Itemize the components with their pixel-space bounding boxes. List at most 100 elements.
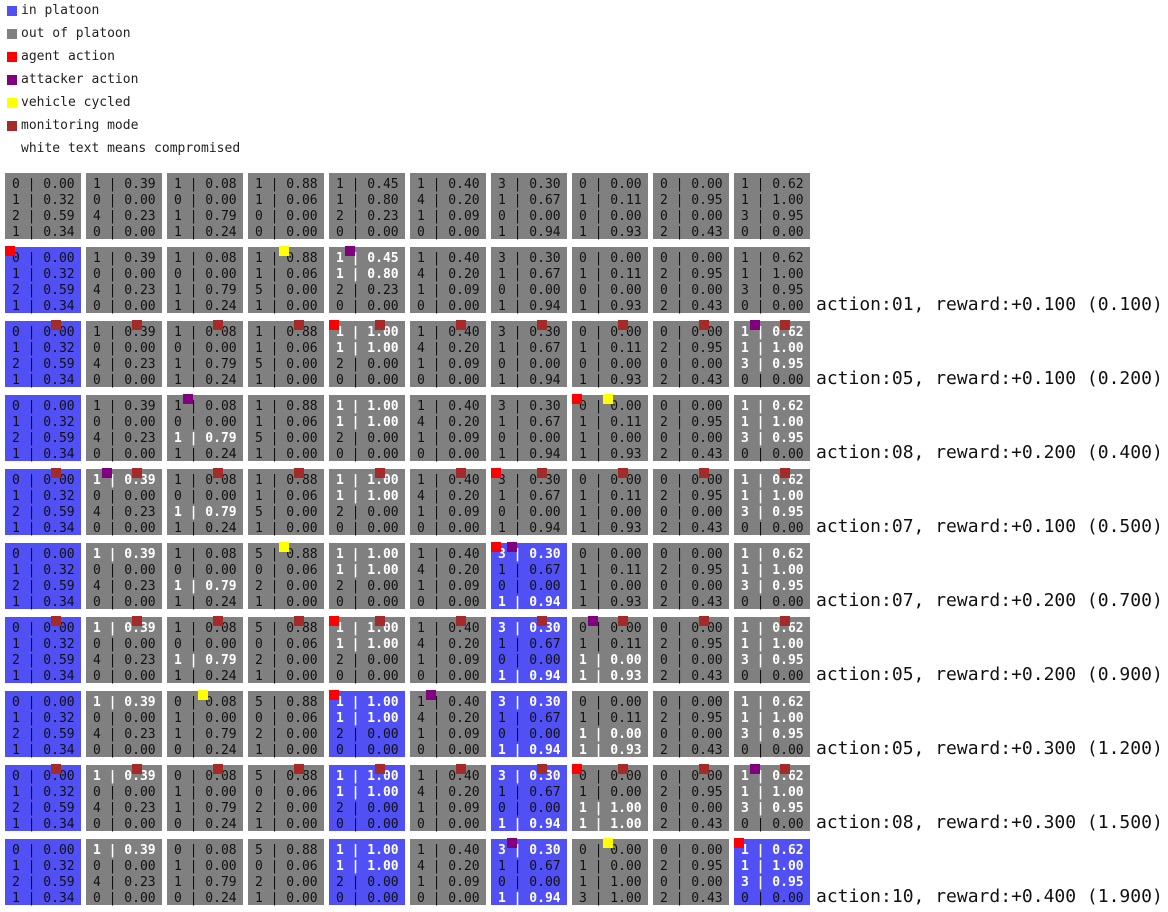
vehicle-line: 0 | 0.00 xyxy=(93,299,156,314)
vehicle-line: 3 | 0.30 xyxy=(498,547,561,562)
event-marker xyxy=(456,764,466,774)
vehicle-cell: 5 | 0.88 0 | 0.06 2 | 0.00 1 | 0.00 xyxy=(248,839,324,906)
vehicle-line: 0 | 0.00 xyxy=(579,399,642,414)
legend-label: vehicle cycled xyxy=(21,95,131,110)
vehicle-cell: 0 | 0.08 1 | 0.00 1 | 0.79 0 | 0.24 xyxy=(167,690,243,758)
vehicle-line: 0 | 0.00 xyxy=(12,843,75,858)
vehicle-line: 0 | 0.00 xyxy=(93,669,156,684)
vehicle-line: 0 | 0.00 xyxy=(93,267,156,282)
vehicle-line: 1 | 0.94 xyxy=(498,669,561,684)
vehicle-line: 1 | 0.00 xyxy=(255,373,318,388)
vehicle-line: 0 | 0.00 xyxy=(255,225,318,240)
event-marker xyxy=(491,468,501,478)
vehicle-line: 0 | 0.00 xyxy=(93,711,156,726)
vehicle-line: 1 | 0.67 xyxy=(498,859,561,874)
event-marker xyxy=(279,246,289,256)
vehicle-line: 2 | 0.95 xyxy=(660,711,723,726)
vehicle-line: 1 | 0.34 xyxy=(12,891,75,906)
vehicle-cell: 3 | 0.30 1 | 0.67 0 | 0.00 1 | 0.94 xyxy=(491,173,567,240)
vehicle-line: 1 | 1.00 xyxy=(336,325,399,340)
vehicle-line: 1 | 0.79 xyxy=(174,431,237,446)
vehicle-line: 2 | 0.43 xyxy=(660,299,723,314)
vehicle-line: 5 | 0.00 xyxy=(255,357,318,372)
event-marker xyxy=(572,764,582,774)
vehicle-line: 4 | 0.20 xyxy=(417,341,480,356)
vehicle-line: 0 | 0.00 xyxy=(660,875,723,890)
vehicle-line: 2 | 0.59 xyxy=(12,505,75,520)
vehicle-line: 0 | 0.00 xyxy=(741,299,804,314)
vehicle-line: 1 | 0.67 xyxy=(498,415,561,430)
vehicle-cell: 1 | 1.00 1 | 1.00 2 | 0.00 0 | 0.00 xyxy=(329,616,405,684)
vehicle-line: 1 | 0.34 xyxy=(12,299,75,314)
vehicle-line: 3 | 0.95 xyxy=(741,283,804,298)
event-marker xyxy=(699,764,709,774)
vehicle-line: 1 | 0.40 xyxy=(417,177,480,192)
vehicle-line: 1 | 0.62 xyxy=(741,621,804,636)
vehicle-cell: 5 | 0.88 0 | 0.06 2 | 0.00 1 | 0.00 xyxy=(248,691,324,758)
legend-swatch xyxy=(7,121,17,131)
vehicle-line: 1 | 0.34 xyxy=(12,373,75,388)
vehicle-cell: 0 | 0.08 1 | 0.00 1 | 0.79 0 | 0.24 xyxy=(167,839,243,906)
vehicle-cell: 0 | 0.00 1 | 0.11 1 | 0.00 1 | 0.93 xyxy=(572,691,648,758)
vehicle-line: 2 | 0.43 xyxy=(660,891,723,906)
vehicle-line: 0 | 0.00 xyxy=(660,653,723,668)
vehicle-line: 4 | 0.23 xyxy=(93,801,156,816)
event-marker xyxy=(537,468,547,478)
vehicle-line: 1 | 0.94 xyxy=(498,743,561,758)
vehicle-line: 3 | 0.95 xyxy=(741,727,804,742)
event-marker xyxy=(537,616,547,626)
vehicle-cell: 0 | 0.00 2 | 0.95 0 | 0.00 2 | 0.43 xyxy=(653,395,729,462)
vehicle-line: 1 | 0.94 xyxy=(498,817,561,832)
vehicle-line: 3 | 0.30 xyxy=(498,251,561,266)
vehicle-cell: 1 | 0.62 1 | 1.00 3 | 0.95 0 | 0.00 xyxy=(734,764,810,832)
vehicle-line: 0 | 0.00 xyxy=(417,447,480,462)
vehicle-cell: 1 | 0.40 4 | 0.20 1 | 0.09 0 | 0.00 xyxy=(410,764,486,832)
vehicle-line: 0 | 0.00 xyxy=(660,251,723,266)
vehicle-line: 1 | 0.40 xyxy=(417,473,480,488)
vehicle-line: 3 | 0.95 xyxy=(741,801,804,816)
vehicle-line: 0 | 0.00 xyxy=(579,547,642,562)
vehicle-line: 1 | 1.00 xyxy=(579,817,642,832)
vehicle-line: 3 | 0.95 xyxy=(741,505,804,520)
event-marker xyxy=(132,468,142,478)
vehicle-cell: 0 | 0.00 2 | 0.95 0 | 0.00 2 | 0.43 xyxy=(653,173,729,240)
vehicle-line: 1 | 0.24 xyxy=(174,669,237,684)
vehicle-line: 1 | 0.62 xyxy=(741,473,804,488)
vehicle-line: 1 | 0.09 xyxy=(417,505,480,520)
step-status: action:10, reward:+0.400 (1.900) xyxy=(816,886,1163,907)
vehicle-line: 2 | 0.00 xyxy=(336,801,399,816)
legend-swatch xyxy=(7,6,17,16)
vehicle-line: 1 | 0.94 xyxy=(498,373,561,388)
vehicle-line: 1 | 0.67 xyxy=(498,341,561,356)
vehicle-line: 4 | 0.20 xyxy=(417,563,480,578)
vehicle-cell: 1 | 0.62 1 | 1.00 3 | 0.95 0 | 0.00 xyxy=(734,691,810,758)
vehicle-line: 1 | 0.67 xyxy=(498,489,561,504)
vehicle-cell: 3 | 0.30 1 | 0.67 0 | 0.00 1 | 0.94 xyxy=(491,247,567,314)
vehicle-line: 0 | 0.00 xyxy=(174,637,237,652)
vehicle-line: 0 | 0.00 xyxy=(579,695,642,710)
vehicle-line: 2 | 0.95 xyxy=(660,563,723,578)
vehicle-line: 1 | 0.00 xyxy=(255,595,318,610)
event-marker xyxy=(345,246,355,256)
vehicle-line: 0 | 0.00 xyxy=(660,357,723,372)
vehicle-line: 0 | 0.00 xyxy=(417,299,480,314)
vehicle-line: 1 | 0.40 xyxy=(417,251,480,266)
vehicle-line: 1 | 0.45 xyxy=(336,177,399,192)
vehicle-line: 1 | 1.00 xyxy=(336,547,399,562)
vehicle-cell: 0 | 0.00 2 | 0.95 0 | 0.00 2 | 0.43 xyxy=(653,691,729,758)
vehicle-line: 0 | 0.00 xyxy=(417,669,480,684)
vehicle-line: 0 | 0.00 xyxy=(660,399,723,414)
vehicle-line: 1 | 0.08 xyxy=(174,473,237,488)
vehicle-cell: 1 | 0.08 0 | 0.00 1 | 0.79 1 | 0.24 xyxy=(167,468,243,536)
vehicle-line: 1 | 0.79 xyxy=(174,653,237,668)
vehicle-line: 1 | 0.67 xyxy=(498,711,561,726)
event-marker xyxy=(213,764,223,774)
vehicle-line: 1 | 1.00 xyxy=(579,801,642,816)
event-marker xyxy=(699,320,709,330)
vehicle-line: 1 | 0.00 xyxy=(579,653,642,668)
vehicle-line: 0 | 0.00 xyxy=(12,177,75,192)
vehicle-line: 1 | 0.00 xyxy=(255,817,318,832)
event-marker xyxy=(51,616,61,626)
vehicle-line: 4 | 0.20 xyxy=(417,193,480,208)
vehicle-line: 0 | 0.00 xyxy=(93,489,156,504)
